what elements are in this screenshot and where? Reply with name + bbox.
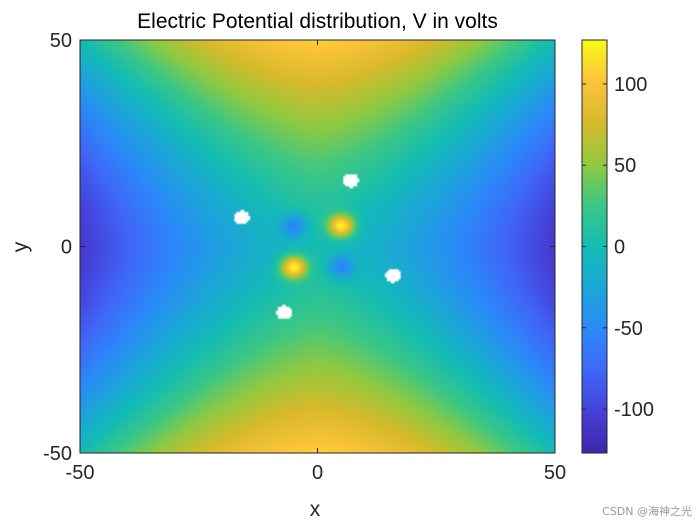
- x-axis: -50 0 50: [66, 40, 566, 484]
- colorbar-tick-label: -100: [614, 399, 654, 421]
- watermark: CSDN @海神之光: [602, 505, 692, 518]
- x-tick-label: -50: [66, 462, 95, 484]
- plot-area: [79, 39, 556, 454]
- potential-heatmap: [80, 40, 555, 453]
- colorbar-ticks: -100 -50 0 50 100: [582, 74, 654, 421]
- x-tick-label: 0: [312, 462, 323, 484]
- y-tick-label: 50: [50, 30, 72, 52]
- colorbar-tick-label: 0: [614, 237, 625, 259]
- chart-title: Electric Potential distribution, V in vo…: [137, 10, 498, 33]
- y-axis-label: y: [9, 241, 32, 252]
- x-axis-label: x: [310, 498, 321, 521]
- colorbar-tick-label: 50: [614, 155, 636, 177]
- colorbar-tick-label: -50: [614, 318, 643, 340]
- y-tick-label: -50: [43, 443, 72, 465]
- colorbar-tick-label: 100: [614, 74, 647, 96]
- colorbar: -100 -50 0 50 100: [581, 39, 654, 454]
- x-tick-label: 50: [544, 462, 566, 484]
- colorbar-gradient: [581, 39, 608, 454]
- y-tick-label: 0: [61, 237, 72, 259]
- y-axis: -50 0 50: [43, 30, 555, 465]
